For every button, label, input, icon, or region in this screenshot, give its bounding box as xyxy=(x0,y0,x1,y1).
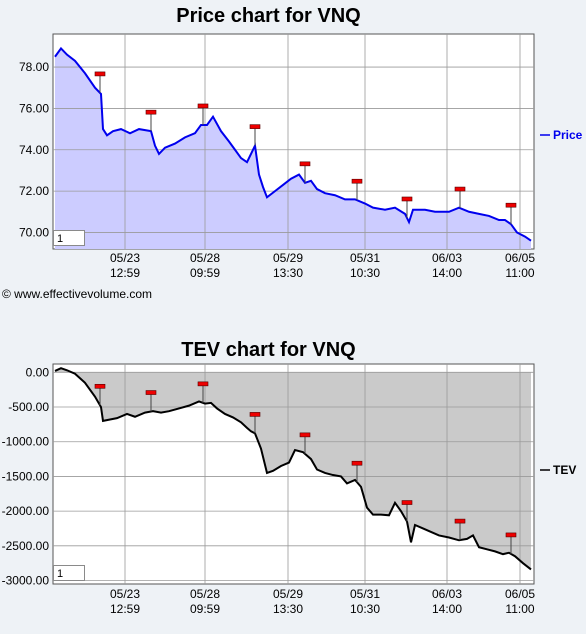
price-event-marker xyxy=(197,103,209,125)
tev-x-tick-date: 05/28 xyxy=(190,587,220,601)
marker-flag xyxy=(401,196,413,202)
marker-flag xyxy=(401,500,413,505)
marker-flag xyxy=(454,186,466,192)
marker-flag xyxy=(249,412,261,417)
price-event-marker xyxy=(505,202,517,225)
price-x-tick-time: 10:30 xyxy=(350,266,380,280)
price-event-marker xyxy=(94,71,106,93)
tev-y-tick-label: -1000.00 xyxy=(2,435,50,449)
tev-y-tick-label: -2000.00 xyxy=(2,504,50,518)
price-x-tick-time: 11:00 xyxy=(505,266,534,280)
price-chart-page-input[interactable]: 1 xyxy=(53,230,85,246)
marker-flag xyxy=(505,532,517,538)
tev-event-marker xyxy=(299,432,311,454)
marker-flag xyxy=(145,109,157,115)
marker-flag xyxy=(299,161,311,167)
tev-x-tick-date: 05/23 xyxy=(110,587,140,601)
tev-event-marker xyxy=(351,460,363,483)
price-x-tick-time: 09:59 xyxy=(190,266,220,280)
tev-event-marker xyxy=(454,518,466,541)
tev-y-tick-label: -1500.00 xyxy=(2,469,50,483)
tev-x-tick-time: 14:00 xyxy=(432,602,462,616)
tev-chart-page-input[interactable]: 1 xyxy=(53,565,85,581)
marker-flag xyxy=(94,71,106,77)
marker-flag xyxy=(454,518,466,524)
price-x-tick-date: 06/03 xyxy=(432,251,462,265)
tev-x-tick-time: 12:59 xyxy=(110,602,140,616)
marker-flag xyxy=(94,383,106,389)
price-legend-label: Price xyxy=(553,128,583,142)
tev-x-tick-time: 10:30 xyxy=(350,602,380,616)
marker-flag xyxy=(505,202,517,208)
tev-y-tick-label: -500.00 xyxy=(8,400,49,414)
tev-y-tick-label: -2500.00 xyxy=(2,539,50,553)
tev-x-tick-time: 13:30 xyxy=(273,602,303,616)
price-event-marker xyxy=(454,186,466,209)
price-y-tick-label: 72.00 xyxy=(19,184,49,198)
tev-event-marker xyxy=(505,532,517,554)
marker-flag xyxy=(145,390,157,395)
price-event-marker xyxy=(249,124,261,146)
price-x-tick-date: 05/23 xyxy=(110,251,140,265)
marker-flag xyxy=(249,124,261,129)
tev-event-marker xyxy=(94,383,106,406)
price-event-marker xyxy=(299,161,311,183)
marker-flag xyxy=(197,103,209,109)
price-x-tick-time: 13:30 xyxy=(273,266,303,280)
price-x-tick-time: 14:00 xyxy=(432,266,462,280)
tev-x-tick-date: 05/29 xyxy=(273,587,303,601)
tev-x-tick-date: 05/31 xyxy=(350,587,380,601)
tev-event-marker xyxy=(249,412,261,434)
price-event-marker xyxy=(351,178,363,201)
tev-x-tick-date: 06/03 xyxy=(432,587,462,601)
tev-x-tick-time: 09:59 xyxy=(190,602,220,616)
tev-series-line xyxy=(54,367,532,571)
price-y-tick-label: 74.00 xyxy=(19,143,49,157)
price-x-tick-date: 05/28 xyxy=(190,251,220,265)
tev-event-marker xyxy=(401,500,413,522)
price-x-tick-date: 06/05 xyxy=(505,251,535,265)
tev-event-marker xyxy=(197,381,209,403)
price-chart-title: Price chart for VNQ xyxy=(176,5,361,27)
tev-y-tick-label: -3000.00 xyxy=(2,574,50,588)
tev-area-fill xyxy=(55,368,531,570)
price-event-marker xyxy=(145,109,157,132)
tev-y-tick-label: 0.00 xyxy=(26,365,50,379)
tev-legend-label: TEV xyxy=(553,463,576,477)
marker-flag xyxy=(197,381,209,387)
tev-x-tick-time: 11:00 xyxy=(505,602,534,616)
tev-x-tick-date: 06/05 xyxy=(505,587,535,601)
marker-flag xyxy=(351,460,363,466)
tev-event-marker xyxy=(145,390,157,412)
price-y-tick-label: 70.00 xyxy=(19,225,49,239)
price-area-fill xyxy=(55,48,531,249)
price-y-tick-label: 78.00 xyxy=(19,60,49,74)
price-x-tick-date: 05/29 xyxy=(273,251,303,265)
price-x-tick-time: 12:59 xyxy=(110,266,140,280)
website-credit[interactable]: © www.effectivevolume.com xyxy=(2,287,153,301)
price-series-line xyxy=(54,46,532,242)
price-y-tick-label: 76.00 xyxy=(19,101,49,115)
tev-chart-title: TEV chart for VNQ xyxy=(181,339,355,361)
marker-flag xyxy=(299,432,311,438)
price-x-tick-date: 05/31 xyxy=(350,251,380,265)
marker-flag xyxy=(351,178,363,184)
price-event-marker xyxy=(401,196,413,218)
